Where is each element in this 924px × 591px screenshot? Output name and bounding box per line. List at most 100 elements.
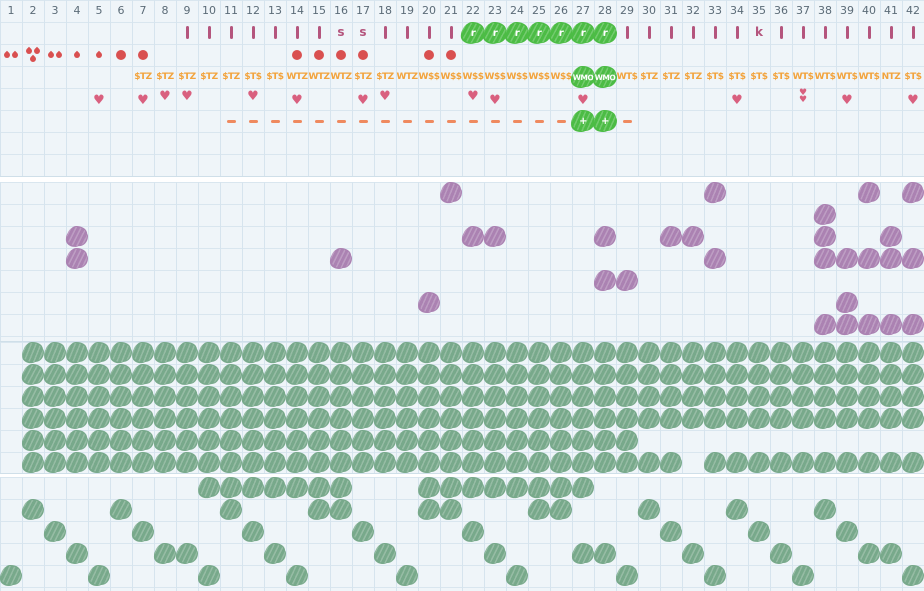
day-cell[interactable]: 39: [840, 4, 854, 17]
sage-blob: [770, 342, 792, 363]
sage-blob: [594, 342, 616, 363]
sage-blob: [572, 408, 594, 429]
mucus-code: WTZ: [308, 72, 330, 82]
sage-blob: [176, 408, 198, 429]
day-cell[interactable]: 40: [862, 4, 876, 17]
period-dot: [446, 50, 456, 60]
sage-blob: [528, 342, 550, 363]
day-cell[interactable]: 7: [139, 4, 147, 17]
heart-mark: ♥: [357, 93, 369, 108]
period-drop: [28, 54, 38, 64]
day-cell[interactable]: 14: [290, 4, 304, 17]
day-cell[interactable]: 18: [378, 4, 392, 17]
sage-blob: [375, 431, 395, 450]
day-cell[interactable]: 21: [444, 4, 458, 17]
day-cell[interactable]: 22: [466, 4, 480, 17]
sage-blob: [308, 452, 330, 473]
day-cell[interactable]: 15: [312, 4, 326, 17]
sage-blob: [396, 342, 418, 363]
sage-blob: [396, 386, 418, 407]
day-cell[interactable]: 25: [532, 4, 546, 17]
day-cell[interactable]: 38: [818, 4, 832, 17]
day-cell[interactable]: 37: [796, 4, 810, 17]
day-cell[interactable]: 12: [246, 4, 260, 17]
sage-blob: [550, 408, 572, 429]
day-cell[interactable]: 11: [224, 4, 238, 17]
day-cell[interactable]: 23: [488, 4, 502, 17]
day-cell[interactable]: 16: [334, 4, 348, 17]
green-zigzag-section: [0, 477, 924, 591]
mucus-code: $TZ: [684, 72, 702, 82]
sage-blob: [88, 342, 110, 363]
mucus-code: WT$: [836, 72, 858, 82]
day-cell[interactable]: 35: [752, 4, 766, 17]
sage-blob: [550, 477, 572, 498]
green-block-section: [0, 342, 924, 474]
sage-blob: [660, 408, 682, 429]
period-drop: [46, 50, 56, 60]
day-cell[interactable]: 1: [7, 4, 15, 17]
sage-blob: [396, 408, 418, 429]
sage-blob: [814, 386, 836, 407]
day-cell[interactable]: 26: [554, 4, 568, 17]
sage-blob: [880, 452, 902, 473]
sage-blob: [550, 364, 572, 385]
day-cell[interactable]: 34: [730, 4, 744, 17]
highlight-cell: WMO: [593, 66, 617, 88]
sage-blob: [726, 386, 748, 407]
day-cell[interactable]: 17: [356, 4, 370, 17]
day-cell[interactable]: 32: [686, 4, 700, 17]
sage-blob: [352, 342, 374, 363]
sage-blob: [704, 342, 726, 363]
sage-blob: [220, 408, 242, 429]
day-cell[interactable]: 29: [620, 4, 634, 17]
dash-mark: [490, 120, 500, 123]
day-cell[interactable]: 4: [73, 4, 81, 17]
day-cell[interactable]: 24: [510, 4, 524, 17]
heart-mark: ♥: [489, 93, 501, 108]
period-dot: [292, 50, 302, 60]
day-cell[interactable]: 2: [29, 4, 37, 17]
day-cell[interactable]: 13: [268, 4, 282, 17]
sage-blob: [88, 452, 110, 473]
day-cell[interactable]: 30: [642, 4, 656, 17]
heart-mark: ♥: [137, 93, 149, 108]
day-cell[interactable]: 9: [183, 4, 191, 17]
sage-blob: [792, 364, 814, 385]
highlight-cell: r: [483, 22, 507, 44]
purple-blob: [660, 226, 682, 247]
day-cell[interactable]: 36: [774, 4, 788, 17]
day-cell[interactable]: 28: [598, 4, 612, 17]
purple-blob: [836, 292, 858, 313]
sage-blob: [22, 386, 44, 407]
day-cell[interactable]: 8: [161, 4, 169, 17]
day-cell[interactable]: 27: [576, 4, 590, 17]
day-cell[interactable]: 10: [202, 4, 216, 17]
sage-blob: [682, 364, 704, 385]
day-cell[interactable]: 5: [95, 4, 103, 17]
day-cell[interactable]: 41: [884, 4, 898, 17]
day-cell[interactable]: 31: [664, 4, 678, 17]
mucus-code: $T$: [728, 72, 746, 82]
sage-blob: [330, 342, 352, 363]
dash-mark: [292, 120, 302, 123]
day-cell[interactable]: 20: [422, 4, 436, 17]
mucus-code: $TZ: [662, 72, 680, 82]
mucus-code: W$$: [506, 72, 528, 82]
day-cell[interactable]: 6: [117, 4, 125, 17]
period-dot: [314, 50, 324, 60]
sage-blob: [660, 342, 682, 363]
day-cell[interactable]: 42: [906, 4, 920, 17]
mucus-code: $T$: [266, 72, 284, 82]
dash-mark: [226, 120, 236, 123]
purple-blob: [330, 248, 352, 269]
sage-blob: [506, 386, 528, 407]
day-cell[interactable]: 19: [400, 4, 414, 17]
tape-bar-mark: [647, 26, 651, 39]
sage-blob: [242, 386, 264, 407]
day-cell[interactable]: 33: [708, 4, 722, 17]
day-cell[interactable]: 3: [51, 4, 59, 17]
sage-blob: [88, 408, 110, 429]
purple-blob: [902, 248, 924, 269]
sage-blob: [506, 477, 528, 498]
